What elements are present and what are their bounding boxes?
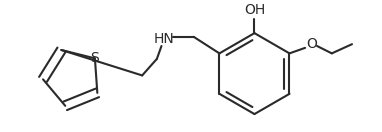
Text: S: S [91,51,99,65]
Text: O: O [306,37,317,51]
Text: OH: OH [244,3,265,17]
Text: HN: HN [154,32,175,46]
